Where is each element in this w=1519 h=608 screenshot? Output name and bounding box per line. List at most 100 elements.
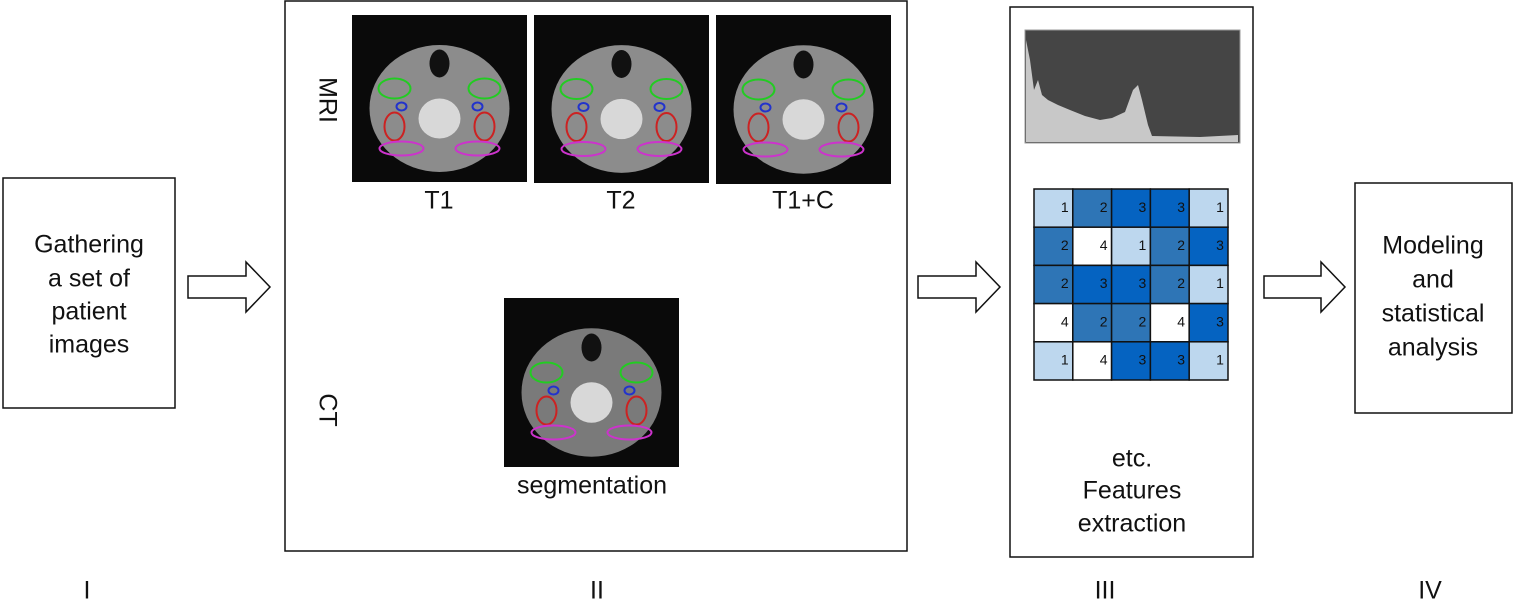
matrix-value: 1 xyxy=(1061,352,1069,368)
contour xyxy=(831,78,866,101)
scan-core xyxy=(418,98,461,139)
scan-airway xyxy=(429,49,450,78)
contour xyxy=(395,101,408,112)
contour xyxy=(742,141,789,158)
step-numeral: IV xyxy=(1418,577,1442,605)
matrix-value: 3 xyxy=(1139,275,1147,291)
contour xyxy=(655,112,678,142)
step-numeral: I xyxy=(84,577,91,605)
step-text: Gathering xyxy=(34,231,144,259)
scan-core xyxy=(570,382,613,423)
scan-airway xyxy=(611,50,632,78)
glcm-matrix: 1 2 3 3 1 2 4 1 2 3 2 3 3 2 1 4 2 2 4 3 1 4 3 3 1 xyxy=(1033,188,1229,381)
step-text: Modeling xyxy=(1382,232,1483,260)
matrix-cell xyxy=(1033,264,1074,305)
matrix-cell xyxy=(1188,302,1229,343)
contour xyxy=(529,361,564,384)
matrix-value: 2 xyxy=(1177,275,1185,291)
matrix-value: 3 xyxy=(1177,352,1185,368)
matrix-cell xyxy=(1188,188,1229,228)
contour xyxy=(535,395,558,426)
contour xyxy=(636,141,683,157)
contour xyxy=(559,78,594,100)
modality-label: CT xyxy=(313,393,341,426)
contour xyxy=(653,102,666,112)
contour xyxy=(383,111,406,142)
matrix-value: 1 xyxy=(1216,199,1224,215)
matrix-value: 3 xyxy=(1216,313,1224,329)
matrix-value: 2 xyxy=(1177,237,1185,253)
matrix-value: 1 xyxy=(1216,275,1224,291)
scan-core xyxy=(782,99,825,140)
matrix-cell xyxy=(1072,226,1113,267)
contour xyxy=(560,141,607,157)
matrix-value: 2 xyxy=(1061,237,1069,253)
contour xyxy=(835,102,848,113)
contour xyxy=(619,361,654,384)
matrix-cell xyxy=(1188,264,1229,305)
step-text: patient xyxy=(51,298,126,326)
step-text: statistical xyxy=(1382,300,1485,328)
contour xyxy=(625,395,648,426)
step-text: and xyxy=(1412,266,1454,294)
step-text: Features xyxy=(1083,477,1182,505)
image-label: T1 xyxy=(424,187,453,215)
scan-airway xyxy=(793,50,814,79)
matrix-value: 1 xyxy=(1216,352,1224,368)
step-text: a set of xyxy=(48,265,130,293)
contour xyxy=(377,77,412,100)
matrix-value: 3 xyxy=(1139,352,1147,368)
matrix-value: 4 xyxy=(1061,313,1069,329)
contour xyxy=(530,424,577,441)
matrix-cell xyxy=(1149,264,1190,305)
contour xyxy=(547,385,560,396)
matrix-cell xyxy=(1149,226,1190,267)
matrix-cell xyxy=(1149,302,1190,343)
arrow xyxy=(1263,260,1347,314)
matrix-cell xyxy=(1110,264,1152,305)
scan-core xyxy=(600,98,643,140)
contour xyxy=(577,102,590,112)
contour xyxy=(471,101,484,112)
contour xyxy=(818,141,865,158)
matrix-cell xyxy=(1033,302,1074,343)
contour xyxy=(467,77,502,100)
contour xyxy=(747,112,770,143)
matrix-value: 2 xyxy=(1100,313,1108,329)
matrix-value: 4 xyxy=(1100,237,1108,253)
image-label: T2 xyxy=(606,187,635,215)
scan-image xyxy=(352,15,527,182)
images xyxy=(352,15,891,467)
matrix-value: 2 xyxy=(1100,199,1108,215)
contour xyxy=(454,140,501,157)
matrix-value: 2 xyxy=(1061,275,1069,291)
scan-image xyxy=(504,298,679,467)
modality-label: MRI xyxy=(313,77,341,123)
histogram xyxy=(1024,29,1241,144)
contour xyxy=(837,112,860,143)
step-box xyxy=(2,177,176,409)
contour xyxy=(741,78,776,101)
contour xyxy=(649,78,684,100)
step-text: etc. xyxy=(1112,445,1152,473)
arrow xyxy=(917,260,1002,314)
contour xyxy=(473,111,496,142)
matrix-value: 4 xyxy=(1100,352,1108,368)
contour xyxy=(565,112,588,142)
matrix-value: 3 xyxy=(1100,275,1108,291)
arrow xyxy=(187,260,272,314)
matrix-cell xyxy=(1188,341,1229,381)
matrix-value: 3 xyxy=(1139,199,1147,215)
step-text: images xyxy=(49,331,130,359)
step-numeral: III xyxy=(1095,577,1116,605)
matrix-value: 3 xyxy=(1216,237,1224,253)
scan-airway xyxy=(581,333,602,362)
scan-image xyxy=(716,15,891,184)
step-numeral: II xyxy=(590,577,604,605)
image-label: T1+C xyxy=(772,187,834,215)
matrix-cell xyxy=(1149,341,1190,381)
contour xyxy=(378,140,425,157)
matrix-cell xyxy=(1110,302,1152,343)
matrix-cell xyxy=(1072,302,1113,343)
